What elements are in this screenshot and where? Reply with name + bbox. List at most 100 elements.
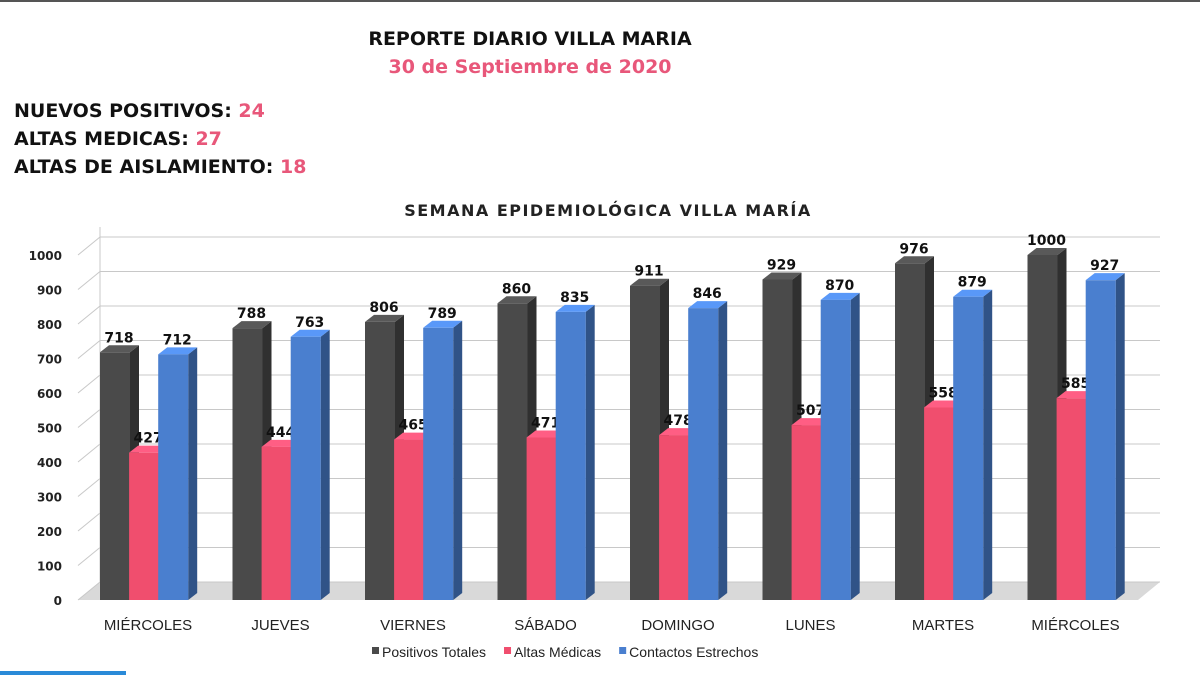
- bar-contactos-estrechos: [688, 308, 719, 600]
- bar-top: [953, 289, 993, 297]
- x-tick-label: LUNES: [785, 617, 835, 634]
- data-label: 976: [899, 241, 928, 257]
- bar-positivos-totales: [1027, 255, 1058, 600]
- bar-top: [100, 345, 139, 353]
- data-label: 585: [1061, 376, 1090, 392]
- y-tick-label: 100: [37, 560, 62, 574]
- bar-top: [630, 278, 669, 286]
- x-tick-label: MIÉRCOLES: [1031, 617, 1119, 634]
- y-tick-label: 200: [37, 525, 62, 539]
- legend-label: Contactos Estrechos: [629, 644, 758, 660]
- bar-top: [1085, 273, 1125, 281]
- bar-top: [365, 314, 404, 322]
- bar-positivos-totales: [497, 303, 528, 600]
- bar-positivos-totales: [630, 285, 660, 600]
- data-label: 718: [104, 330, 133, 346]
- bar-altas-médicas: [526, 437, 557, 600]
- data-label: 427: [133, 431, 162, 447]
- bar-side: [850, 292, 860, 600]
- data-label: 471: [531, 416, 560, 432]
- bar-altas-médicas: [1056, 398, 1087, 600]
- data-label: 927: [1090, 258, 1119, 274]
- gridline-depth: [77, 512, 101, 532]
- bar-side: [320, 329, 330, 600]
- window-edge: [0, 0, 1200, 2]
- data-label: 835: [560, 290, 589, 306]
- y-tick-label: 600: [37, 387, 62, 401]
- gridline-depth: [77, 478, 101, 497]
- x-tick-label: MARTES: [912, 617, 974, 634]
- gridline-depth: [77, 340, 101, 359]
- bar-contactos-estrechos: [953, 296, 984, 600]
- stat-label: NUEVOS POSITIVOS:: [14, 100, 232, 122]
- bar-altas-médicas: [129, 452, 160, 600]
- data-label: 558: [928, 385, 957, 401]
- data-label: 444: [266, 425, 295, 441]
- x-tick-label: DOMINGO: [641, 617, 714, 634]
- report-date: 30 de Septiembre de 2020: [388, 56, 672, 78]
- bar-top: [497, 296, 537, 304]
- legend-swatch: [372, 647, 379, 654]
- bar-top: [555, 304, 595, 312]
- x-tick-label: MIÉRCOLES: [104, 617, 192, 634]
- bar-contactos-estrechos: [1085, 280, 1116, 600]
- y-tick-label: 400: [37, 456, 62, 470]
- gridline-depth: [77, 443, 101, 463]
- data-label: 846: [693, 286, 722, 302]
- bar-contactos-estrechos: [158, 354, 189, 600]
- y-tick-label: 700: [37, 353, 62, 367]
- bar-top: [158, 347, 198, 355]
- bar-top: [1027, 248, 1067, 255]
- bar-side: [453, 320, 463, 600]
- stat-value: 18: [279, 156, 307, 178]
- chart-title: SEMANA EPIDEMIOLÓGICA VILLA MARÍA: [404, 201, 812, 220]
- chart-floor: [78, 582, 1160, 600]
- bar-top: [423, 320, 463, 328]
- bar-altas-médicas: [261, 446, 292, 600]
- legend-swatch: [504, 647, 512, 654]
- x-tick-label: JUEVES: [251, 617, 309, 634]
- y-tick-label: 1000: [29, 249, 62, 263]
- bar-positivos-totales: [100, 352, 130, 600]
- data-label: 870: [825, 278, 854, 294]
- taskbar-indicator: [0, 671, 126, 675]
- bar-side: [718, 301, 728, 600]
- stat-nuevos-positivos: NUEVOS POSITIVOS: 24: [14, 100, 265, 122]
- bar-contactos-estrechos: [820, 299, 851, 600]
- legend-swatch: [619, 647, 627, 654]
- stat-value: 27: [195, 128, 222, 150]
- data-label: 712: [163, 332, 192, 348]
- y-tick-label: 500: [37, 422, 62, 436]
- bar-altas-médicas: [659, 435, 690, 600]
- legend-label: Positivos Totales: [382, 644, 486, 660]
- bar-side: [585, 304, 595, 600]
- bar-top: [290, 329, 330, 337]
- bar-positivos-totales: [895, 263, 925, 600]
- data-label: 879: [958, 275, 987, 291]
- data-label: 911: [634, 264, 663, 280]
- stat-altas-aislamiento: ALTAS DE AISLAMIENTO: 18: [14, 156, 306, 178]
- gridline-depth: [77, 236, 101, 256]
- bar-side: [188, 347, 198, 600]
- stat-label: ALTAS MEDICAS:: [14, 128, 189, 150]
- data-label: 788: [237, 306, 266, 322]
- stat-altas-medicas: ALTAS MEDICAS: 27: [14, 128, 222, 150]
- bar-positivos-totales: [232, 328, 263, 600]
- y-tick-label: 0: [54, 594, 62, 608]
- data-label: 507: [796, 403, 825, 419]
- gridline-depth: [77, 271, 101, 290]
- data-label: 478: [663, 413, 692, 429]
- data-label: 1000: [1027, 233, 1066, 249]
- y-tick-label: 300: [37, 491, 62, 505]
- stat-label: ALTAS DE AISLAMIENTO:: [14, 156, 274, 178]
- gridline-depth: [77, 374, 101, 394]
- bar-side: [983, 289, 993, 600]
- bar-top: [820, 292, 860, 300]
- bar-positivos-totales: [365, 321, 395, 600]
- data-label: 860: [502, 281, 531, 297]
- data-label: 789: [428, 306, 457, 322]
- y-tick-label: 800: [37, 318, 62, 332]
- bar-altas-médicas: [394, 439, 425, 600]
- bar-contactos-estrechos: [290, 336, 321, 600]
- data-label: 806: [369, 300, 398, 316]
